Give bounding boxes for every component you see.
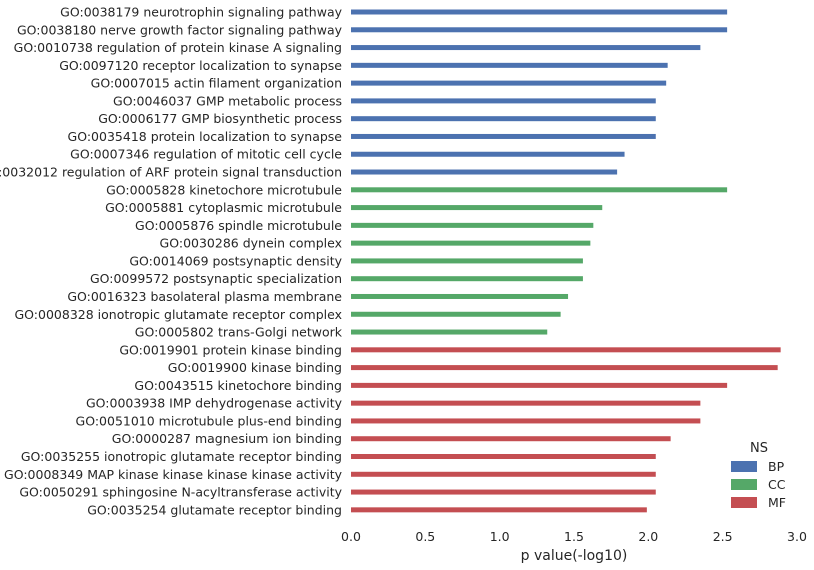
legend-swatch-cc [731, 479, 757, 490]
bar-bp [351, 133, 656, 139]
y-tick-label: GO:0038180 nerve growth factor signaling… [17, 22, 343, 37]
bar-bp [351, 98, 656, 104]
legend-title: NS [750, 441, 768, 456]
bar-cc [351, 276, 583, 282]
y-tick-label: GO:0038179 neurotrophin signaling pathwa… [60, 5, 342, 20]
bar-mf [351, 365, 778, 371]
y-tick-label: GO:0050291 sphingosine N-acyltransferase… [19, 485, 342, 500]
y-tick-label: GO:0008328 ionotropic glutamate receptor… [15, 307, 343, 322]
x-tick-label: 0.5 [415, 529, 435, 544]
y-tick-label: GO:0008349 MAP kinase kinase kinase kina… [4, 467, 343, 482]
bar-mf [351, 418, 701, 424]
x-tick-label: 0.0 [341, 529, 361, 544]
x-tick-label: 1.0 [490, 529, 510, 544]
legend-label-mf: MF [768, 495, 786, 510]
y-tick-label: GO:0030286 dynein complex [160, 236, 342, 251]
bar-bp [351, 62, 668, 68]
bar-cc [351, 329, 548, 335]
y-tick-label: GO:0035255 ionotropic glutamate receptor… [21, 449, 342, 464]
bar-mf [351, 471, 656, 477]
y-tick-label: GO:0006177 GMP biosynthetic process [98, 111, 342, 126]
bar-bp [351, 27, 728, 33]
x-tick-label: 2.0 [638, 529, 658, 544]
y-tick-label: GO:0035254 glutamate receptor binding [87, 502, 342, 517]
x-tick-labels: 0.0 0.5 1.0 1.5 2.0 2.5 3.0 [341, 529, 807, 544]
y-tick-label: GO:0046037 GMP metabolic process [113, 93, 342, 108]
bar-cc [351, 311, 561, 317]
bar-mf [351, 507, 647, 513]
legend-label-cc: CC [768, 477, 786, 492]
bar-cc [351, 222, 594, 228]
y-tick-label: GO:0010738 regulation of protein kinase … [14, 40, 342, 55]
y-tick-label: GO:0003938 IMP dehydrogenase activity [86, 396, 343, 411]
bar-mf [351, 436, 671, 442]
bar-bp [351, 45, 701, 51]
bar-bp [351, 116, 656, 122]
bar-bp [351, 9, 728, 15]
bar-bp [351, 151, 625, 157]
bars-group [351, 9, 781, 513]
legend-swatch-mf [731, 497, 757, 508]
y-tick-label: GO:0014069 postsynaptic density [129, 253, 342, 268]
y-tick-label: GO:0005881 cytoplasmic microtubule [105, 200, 342, 215]
bar-cc [351, 240, 591, 246]
y-tick-label: GO:0097120 receptor localization to syna… [59, 58, 342, 73]
y-tick-label: GO:0005828 kinetochore microtubule [106, 182, 342, 197]
bar-mf [351, 347, 781, 353]
x-tick-label: 2.5 [713, 529, 733, 544]
bar-bp [351, 80, 667, 86]
y-tick-label: GO:0019901 protein kinase binding [119, 342, 342, 357]
legend-label-bp: BP [768, 459, 785, 474]
y-tick-label: GO:0099572 postsynaptic specialization [90, 271, 342, 286]
y-tick-label: GO:0051010 microtubule plus-end binding [76, 413, 342, 428]
y-tick-label: GO:0000287 magnesium ion binding [112, 431, 342, 446]
y-tick-label: GO:0005802 trans-Golgi network [135, 325, 343, 340]
y-tick-label: GO:0007015 actin filament organization [91, 76, 342, 91]
bar-cc [351, 293, 569, 299]
bar-mf [351, 400, 701, 406]
y-tick-label: GO:0035418 protein localization to synap… [68, 129, 343, 144]
y-tick-labels: GO:0038179 neurotrophin signaling pathwa… [0, 5, 343, 518]
bar-mf [351, 382, 728, 388]
legend: NS BP CC MF [731, 441, 786, 510]
y-tick-label: GO:0005876 spindle microtubule [135, 218, 342, 233]
y-tick-label: GO:0043515 kinetochore binding [134, 378, 342, 393]
y-tick-label: GO:0019900 kinase binding [168, 360, 342, 375]
x-tick-label: 3.0 [787, 529, 807, 544]
bar-cc [351, 187, 728, 193]
x-tick-label: 1.5 [564, 529, 584, 544]
y-tick-label: GO:0007346 regulation of mitotic cell cy… [70, 147, 342, 162]
bar-cc [351, 205, 603, 211]
bar-cc [351, 258, 583, 264]
y-tick-label: GO:0016323 basolateral plasma membrane [67, 289, 342, 304]
bar-mf [351, 489, 656, 495]
legend-swatch-bp [731, 461, 757, 472]
x-axis-label: p value(-log10) [521, 548, 628, 564]
bar-bp [351, 169, 618, 175]
y-tick-label: GO:0032012 regulation of ARF protein sig… [0, 165, 342, 180]
bar-mf [351, 454, 656, 459]
